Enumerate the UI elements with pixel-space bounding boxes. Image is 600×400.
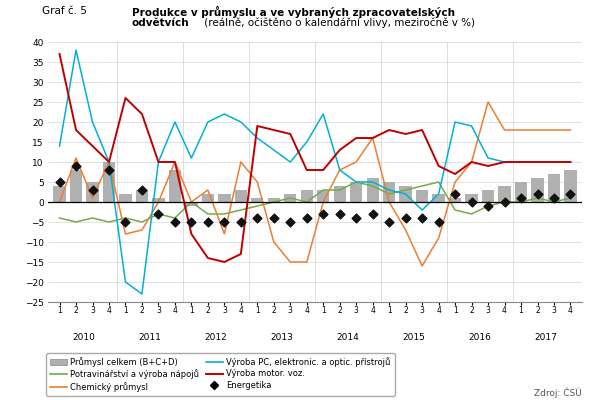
Point	[368, 211, 377, 217]
Bar	[482, 190, 494, 202]
Bar	[499, 186, 511, 202]
Bar	[400, 186, 412, 202]
Text: 2012: 2012	[205, 332, 227, 342]
Point	[302, 215, 311, 221]
Point	[236, 219, 245, 225]
Point	[170, 219, 180, 225]
Text: odvětvích: odvětvích	[132, 18, 190, 28]
Bar	[218, 194, 230, 202]
Point	[467, 199, 476, 205]
Bar	[185, 202, 197, 206]
Point	[253, 215, 262, 221]
Text: Produkce v průmyslu a ve vybraných zpracovatelských: Produkce v průmyslu a ve vybraných zprac…	[132, 6, 455, 18]
Point	[352, 215, 361, 221]
Bar	[449, 198, 461, 202]
Bar	[268, 198, 280, 202]
Point	[549, 195, 559, 201]
Point	[566, 191, 575, 197]
Point	[516, 195, 526, 201]
Bar	[152, 198, 164, 202]
Text: (reálně, očištěno o kalendářní vlivy, meziročně v %): (reálně, očištěno o kalendářní vlivy, me…	[201, 18, 475, 28]
Bar	[416, 190, 428, 202]
Bar	[548, 174, 560, 202]
Point	[269, 215, 278, 221]
Point	[434, 219, 443, 225]
Bar	[334, 186, 346, 202]
Point	[335, 211, 344, 217]
Bar	[466, 194, 478, 202]
Bar	[86, 182, 98, 202]
Point	[71, 163, 81, 169]
Point	[483, 203, 493, 209]
Bar	[532, 178, 544, 202]
Point	[154, 211, 163, 217]
Point	[385, 219, 394, 225]
Bar	[119, 194, 131, 202]
Text: Graf č. 5: Graf č. 5	[42, 6, 87, 16]
Bar	[350, 182, 362, 202]
Point	[418, 215, 427, 221]
Point	[533, 191, 542, 197]
Bar	[284, 194, 296, 202]
Text: 2011: 2011	[139, 332, 161, 342]
Point	[104, 167, 114, 173]
Point	[187, 219, 196, 225]
Bar	[136, 190, 148, 202]
Point	[319, 211, 328, 217]
Text: 2015: 2015	[403, 332, 425, 342]
Text: 2014: 2014	[337, 332, 359, 342]
Point	[137, 187, 147, 193]
Bar	[53, 186, 66, 202]
Text: 2016: 2016	[469, 332, 491, 342]
Bar	[515, 182, 527, 202]
Bar	[70, 170, 82, 202]
Bar	[317, 190, 329, 202]
Bar	[433, 194, 445, 202]
Bar	[383, 182, 395, 202]
Point	[121, 219, 130, 225]
Bar	[251, 198, 263, 202]
Point	[220, 219, 229, 225]
Point	[500, 199, 509, 205]
Point	[203, 219, 212, 225]
Point	[88, 187, 97, 193]
Point	[401, 215, 410, 221]
Bar	[301, 190, 313, 202]
Text: 2010: 2010	[73, 332, 95, 342]
Bar	[235, 190, 247, 202]
Point	[55, 179, 64, 185]
Text: Zdroj: ČSÚ: Zdroj: ČSÚ	[534, 388, 582, 398]
Text: 2013: 2013	[271, 332, 293, 342]
Bar	[103, 162, 115, 202]
Point	[286, 219, 295, 225]
Legend: Průmysl celkem (B+C+D), Potravinářství a výroba nápojů, Chemický průmysl, Výroba: Průmysl celkem (B+C+D), Potravinářství a…	[46, 353, 395, 396]
Bar	[202, 194, 214, 202]
Bar	[169, 170, 181, 202]
Point	[450, 191, 460, 197]
Bar	[367, 178, 379, 202]
Text: 2017: 2017	[535, 332, 557, 342]
Bar	[564, 170, 577, 202]
